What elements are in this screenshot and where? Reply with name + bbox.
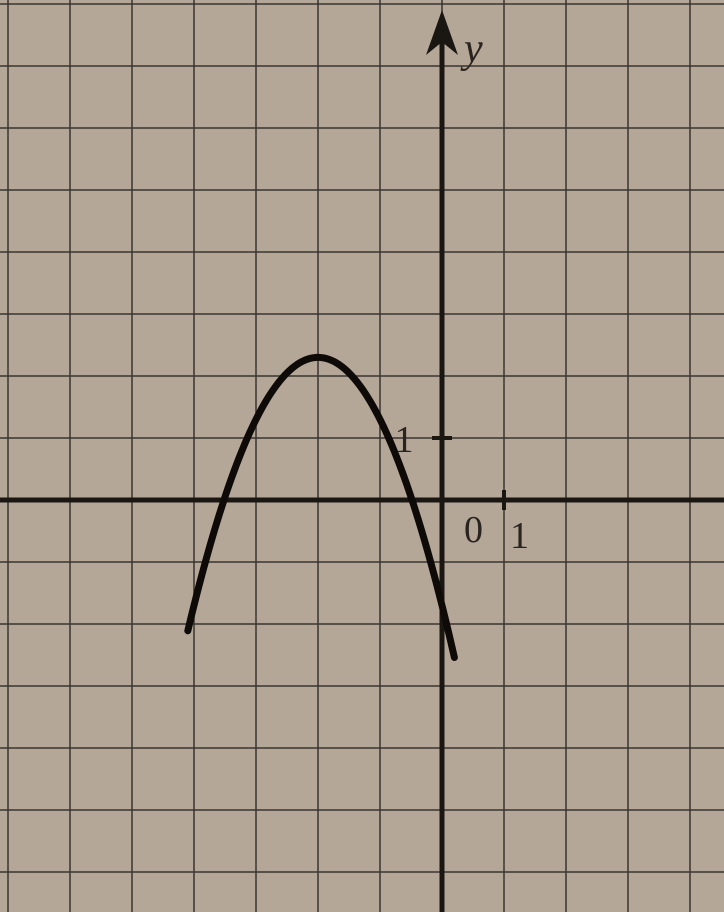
parabola-chart: y101 <box>0 0 724 912</box>
y-tick-1-label: 1 <box>395 419 414 461</box>
y-axis-label: y <box>460 26 483 72</box>
chart-container: y101 <box>0 0 724 912</box>
origin-label: 0 <box>464 509 483 551</box>
x-tick-1-label: 1 <box>510 515 529 557</box>
chart-background <box>0 0 724 912</box>
